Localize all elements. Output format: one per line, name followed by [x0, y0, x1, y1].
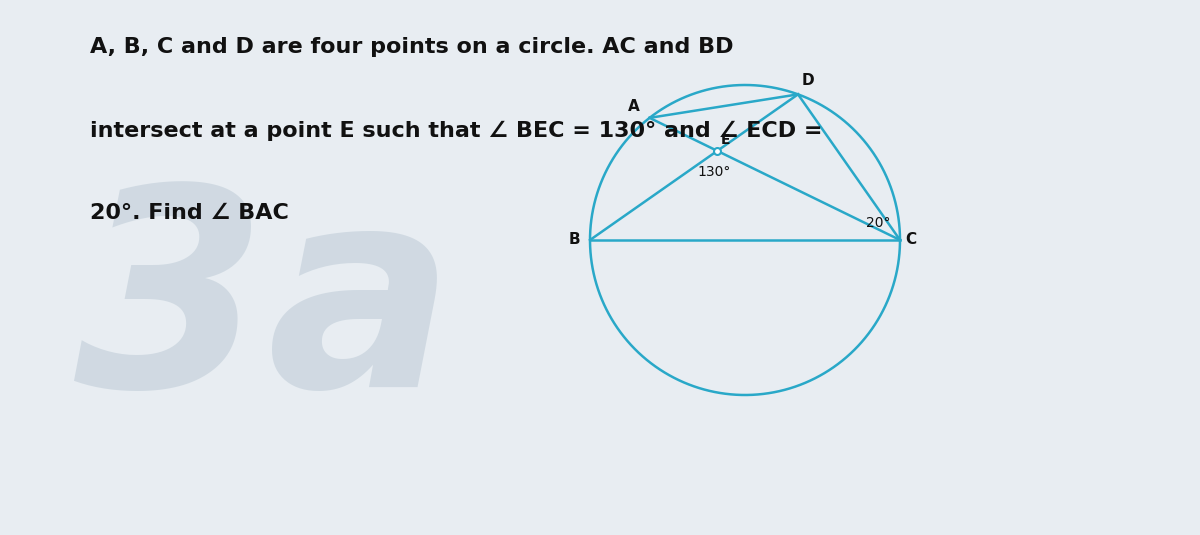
Text: 3a: 3a [73, 175, 455, 445]
Text: E: E [721, 133, 731, 147]
Text: 130°: 130° [697, 165, 731, 179]
Text: intersect at a point E such that ∠ BEC = 130° and ∠ ECD =: intersect at a point E such that ∠ BEC =… [90, 120, 822, 141]
Text: A: A [629, 100, 640, 114]
Text: D: D [802, 73, 815, 88]
Text: 20°: 20° [866, 216, 890, 231]
Text: 20°. Find ∠ BAC: 20°. Find ∠ BAC [90, 203, 289, 223]
Text: A, B, C and D are four points on a circle. AC and BD: A, B, C and D are four points on a circl… [90, 37, 733, 57]
Text: C: C [905, 233, 916, 248]
Text: B: B [569, 233, 581, 248]
